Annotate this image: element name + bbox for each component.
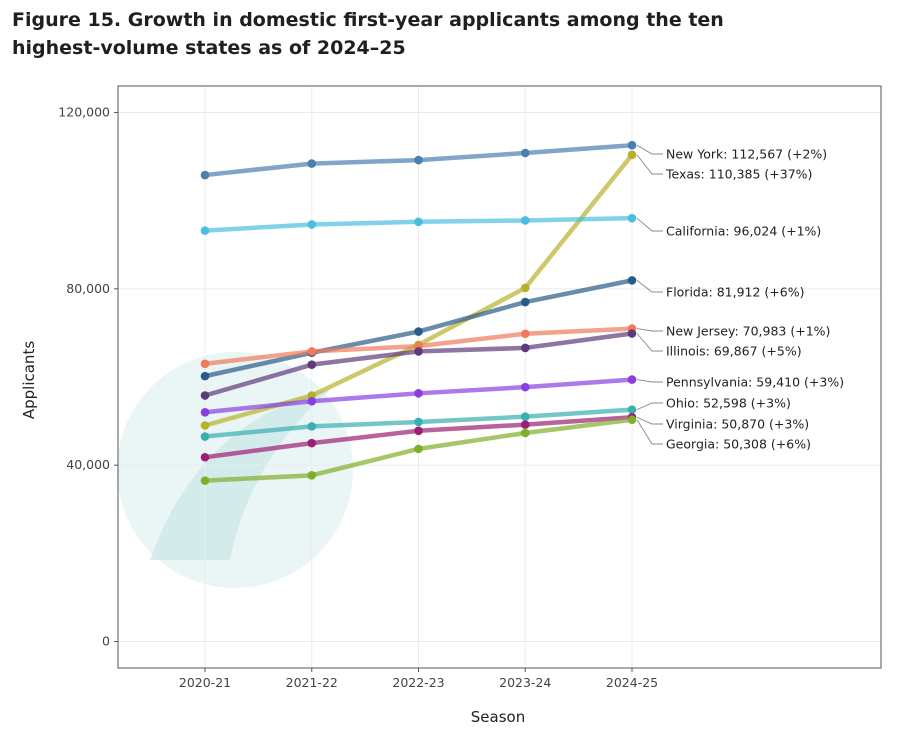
series-points — [200, 140, 637, 485]
data-point-new-york — [200, 170, 210, 180]
data-point-new-york — [520, 148, 530, 158]
x-tick-label: 2023-24 — [499, 675, 551, 690]
data-point-pennsylvania — [520, 382, 530, 392]
data-point-pennsylvania — [414, 389, 423, 398]
data-point-georgia — [200, 476, 210, 485]
data-point-virginia — [307, 438, 317, 448]
end-labels: New York: 112,567 (+2%) Texas: 110,385 (+… — [636, 144, 844, 452]
data-point-ohio — [307, 422, 317, 431]
leader-line-new-jersey — [636, 328, 663, 332]
x-tick-label: 2022-23 — [392, 675, 444, 690]
y-tick-label: 120,000 — [58, 104, 110, 119]
leader-line-georgia — [636, 419, 663, 445]
data-point-illinois — [520, 343, 530, 353]
x-axis-title: Season — [471, 708, 525, 726]
data-point-pennsylvania — [200, 407, 210, 417]
x-axis: 2020-21 2021-22 2022-23 2023-24 2024-25 — [179, 668, 658, 690]
leader-line-new-york — [636, 144, 663, 155]
data-point-georgia — [414, 444, 423, 454]
end-label-florida: Florida: 81,912 (+6%) — [666, 285, 804, 300]
y-tick-label: 40,000 — [66, 457, 110, 472]
data-point-illinois — [627, 329, 637, 338]
x-tick-label: 2020-21 — [179, 675, 231, 690]
plot-frame — [117, 85, 882, 669]
data-point-new-jersey — [520, 329, 530, 339]
data-point-texas — [200, 421, 210, 430]
end-label-new-jersey: New Jersey: 70,983 (+1%) — [666, 324, 830, 339]
data-point-california — [200, 226, 210, 235]
data-point-california — [307, 220, 317, 229]
data-point-california — [520, 216, 530, 225]
chart-title: Figure 15. Growth in domestic first-year… — [12, 9, 724, 59]
data-point-new-jersey — [200, 359, 210, 369]
data-point-virginia — [520, 420, 530, 429]
data-point-illinois — [307, 360, 317, 369]
end-label-georgia: Georgia: 50,308 (+6%) — [666, 437, 811, 452]
end-label-california: California: 96,024 (+1%) — [666, 224, 821, 239]
data-point-georgia — [520, 428, 530, 438]
watermark-logo — [117, 352, 353, 588]
data-point-ohio — [627, 405, 637, 414]
data-point-ohio — [414, 417, 423, 427]
data-point-florida — [200, 371, 210, 381]
end-label-illinois: Illinois: 69,867 (+5%) — [666, 344, 802, 359]
end-label-pennsylvania: Pennsylvania: 59,410 (+3%) — [666, 375, 844, 390]
data-point-florida — [414, 327, 423, 336]
leader-line-texas — [636, 154, 663, 175]
end-label-ohio: Ohio: 52,598 (+3%) — [666, 396, 791, 411]
leader-line-california — [636, 217, 663, 232]
data-point-california — [414, 217, 423, 227]
y-tick-label: 0 — [102, 634, 110, 649]
data-point-california — [627, 213, 637, 223]
data-point-georgia — [307, 471, 317, 480]
leader-line-ohio — [636, 402, 663, 411]
data-point-ohio — [520, 412, 530, 421]
leader-line-pennsylvania — [636, 379, 663, 383]
data-point-illinois — [414, 347, 423, 356]
end-label-new-york: New York: 112,567 (+2%) — [666, 147, 827, 162]
y-axis-title: Applicants — [20, 341, 38, 419]
y-tick-label: 80,000 — [66, 281, 110, 296]
data-point-texas — [520, 283, 530, 293]
data-point-pennsylvania — [307, 396, 317, 406]
leader-line-virginia — [636, 416, 663, 425]
data-point-florida — [627, 276, 637, 285]
leader-line-illinois — [636, 333, 663, 352]
data-point-new-york — [627, 140, 637, 150]
watermark-swoosh — [150, 390, 330, 560]
x-tick-label: 2024-25 — [606, 675, 658, 690]
data-point-virginia — [414, 426, 423, 436]
data-point-new-york — [307, 159, 317, 168]
x-tick-label: 2021-22 — [286, 675, 338, 690]
data-point-illinois — [200, 391, 210, 400]
end-label-virginia: Virginia: 50,870 (+3%) — [666, 417, 809, 432]
data-point-texas — [627, 150, 637, 160]
data-point-virginia — [200, 452, 210, 462]
y-axis: 0 40,000 80,000 120,000 — [58, 104, 118, 649]
data-point-florida — [520, 297, 530, 307]
data-point-ohio — [200, 432, 210, 441]
data-point-georgia — [627, 415, 637, 425]
leader-line-florida — [636, 280, 663, 293]
end-label-texas: Texas: 110,385 (+37%) — [665, 167, 812, 182]
grid-lines — [118, 86, 881, 668]
data-point-pennsylvania — [627, 375, 637, 384]
data-point-new-jersey — [307, 347, 317, 356]
data-point-new-york — [414, 155, 423, 165]
